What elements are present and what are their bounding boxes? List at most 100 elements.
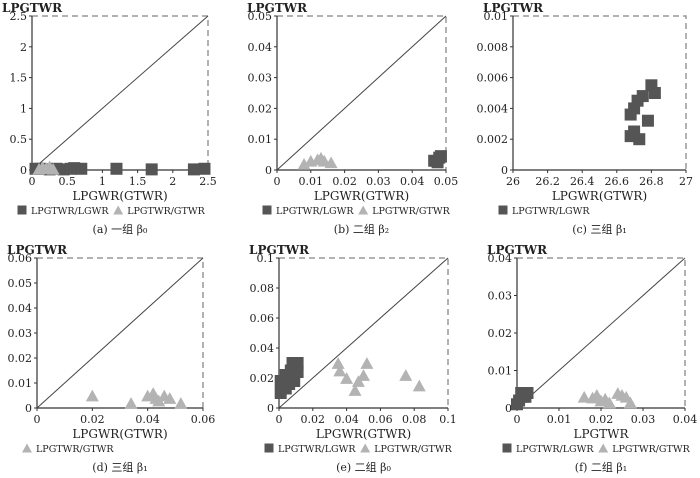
y-tick-label: 0.03 [488,290,513,303]
legend-marker-square [17,205,27,215]
x-tick-label: 1 [99,175,106,188]
data-point-triangle [623,396,637,409]
x-tick-label: 0.06 [368,413,393,426]
y-tick-label: 0.03 [8,327,33,340]
y-tick-label: 1 [20,102,27,115]
y-tick-label: 0 [267,402,274,415]
legend-marker-square [264,443,274,453]
x-tick-label: 26.4 [570,175,595,188]
y-tick-label: 0.5 [10,133,28,146]
chart-panel-4: 0 0.02 0.04 0.0600.010.020.030.040.050.06LP… [7,243,215,474]
reference-diagonal [516,257,686,409]
x-tick-label: 0.04 [400,175,425,188]
legend-marker-triangle [113,205,124,215]
y-tick-label: 0.004 [477,102,509,115]
data-point-triangle [331,357,345,369]
x-axis-label: LPGWR(GTWR) [72,427,167,441]
legend-label: LPGTWR/LGWR [516,444,594,455]
data-point-triangle [602,396,616,409]
y-tick-label: 0.04 [248,41,273,54]
y-tick-label: 0 [505,402,512,415]
x-tick-label: 0 [274,175,281,188]
x-tick-label: 0 [34,413,41,426]
data-point-triangle [324,156,338,169]
legend-label: LPGTWR/LGWR [31,206,109,217]
y-tick-label: 0.002 [477,133,509,146]
chart-panel-6: 0 0.01 0.02 0.03 0.0400.010.020.030.04LPGTWR… [487,243,697,474]
data-point-square [641,114,654,127]
data-point-triangle [351,375,365,387]
reference-diagonal [276,15,447,171]
data-point-triangle [124,397,138,409]
y-tick-label: 0.06 [250,312,275,325]
y-tick-label: 1.5 [10,72,28,85]
x-axis-label: LPGWR(GTWR) [552,189,647,203]
x-tick-label: 0.01 [299,175,324,188]
panel-caption: (b) 二组 β₂ [334,222,389,236]
x-tick-label: 0.03 [631,413,656,426]
x-axis-label: LPGTWR [573,427,629,441]
reference-diagonal [278,257,449,409]
plot-frame [513,15,687,170]
y-tick-label: 2.5 [10,10,28,23]
x-tick-label: 0.1 [439,413,457,426]
x-tick-label: 0.04 [135,413,160,426]
data-point-triangle [357,369,370,381]
reference-diagonal [31,15,209,171]
y-tick-label: 0.008 [477,41,509,54]
y-tick-label: 0 [25,402,32,415]
y-tick-label: 0.01 [8,377,33,390]
panel-caption: (f) 二组 β₁ [575,460,627,474]
data-point-square [145,163,158,176]
y-tick-label: 0.01 [248,133,273,146]
x-tick-label: 27 [679,175,693,188]
legend-marker-triangle [358,205,369,215]
y-tick-label: 0.1 [257,252,275,265]
data-point-square [110,162,123,175]
chart-title: LPGTWR [249,243,310,257]
data-point-triangle [399,369,413,381]
data-point-triangle [333,364,347,377]
chart-panel-1: 0 0.5 1 1.5 2 2.500.511.522.5LPGTWRLPGWR(GTWR… [2,1,217,236]
x-tick-label: 0.02 [589,413,614,426]
data-point-square [521,387,534,399]
chart-title: LPGTWR [487,243,548,257]
data-point-square [434,150,447,163]
x-axis-label: LPGWR(GTWR) [316,427,411,441]
legend-marker-square [498,205,508,215]
y-tick-label: 0.01 [488,365,513,378]
x-tick-label: 0.03 [366,175,391,188]
reference-diagonal [36,257,204,409]
x-tick-label: 0.04 [673,413,698,426]
x-tick-label: 0.02 [80,413,105,426]
data-point-triangle [85,389,99,402]
y-tick-label: 0.08 [250,282,275,295]
data-point-square [624,108,637,121]
x-tick-label: 0.5 [58,175,76,188]
legend-marker-square [502,443,512,453]
plot-frame [517,257,686,408]
data-point-triangle [348,384,362,396]
y-tick-label: 0.06 [8,252,33,265]
y-tick-label: 0 [501,164,508,177]
data-point-square [648,87,661,99]
y-tick-label: 0.04 [488,252,513,265]
data-point-square [198,162,211,175]
x-tick-label: 2 [169,175,176,188]
data-point-square [291,357,304,369]
legend-marker-triangle [360,443,371,453]
x-tick-label: 0.08 [402,413,427,426]
x-tick-label: 0.02 [332,175,357,188]
chart-panel-3: 26 26.2 26.4 26.6 26.8 27 0 0.002 0.004 0.006 0.00… [477,1,694,236]
x-axis-label: LPGWR(GTWR) [72,189,167,203]
legend-marker-square [262,205,272,215]
chart-panel-5: 0 0.02 0.04 0.06 0.08 0.1 0 0.02 0.04 0.06 0.08 0.1… [249,243,457,474]
y-tick-label: 0.05 [8,277,33,290]
y-tick-label: 2 [20,41,27,54]
x-tick-label: 0 [514,413,521,426]
chart-title: LPGTWR [7,243,68,257]
chart-panel-2: 0 0.01 0.02 0.03 0.04 0.05 0 0.01 0.02 0.03 0.04 0.… [247,1,458,236]
legend-label: LPGTWR/GTWR [372,206,450,217]
legend-marker-triangle [598,443,609,453]
